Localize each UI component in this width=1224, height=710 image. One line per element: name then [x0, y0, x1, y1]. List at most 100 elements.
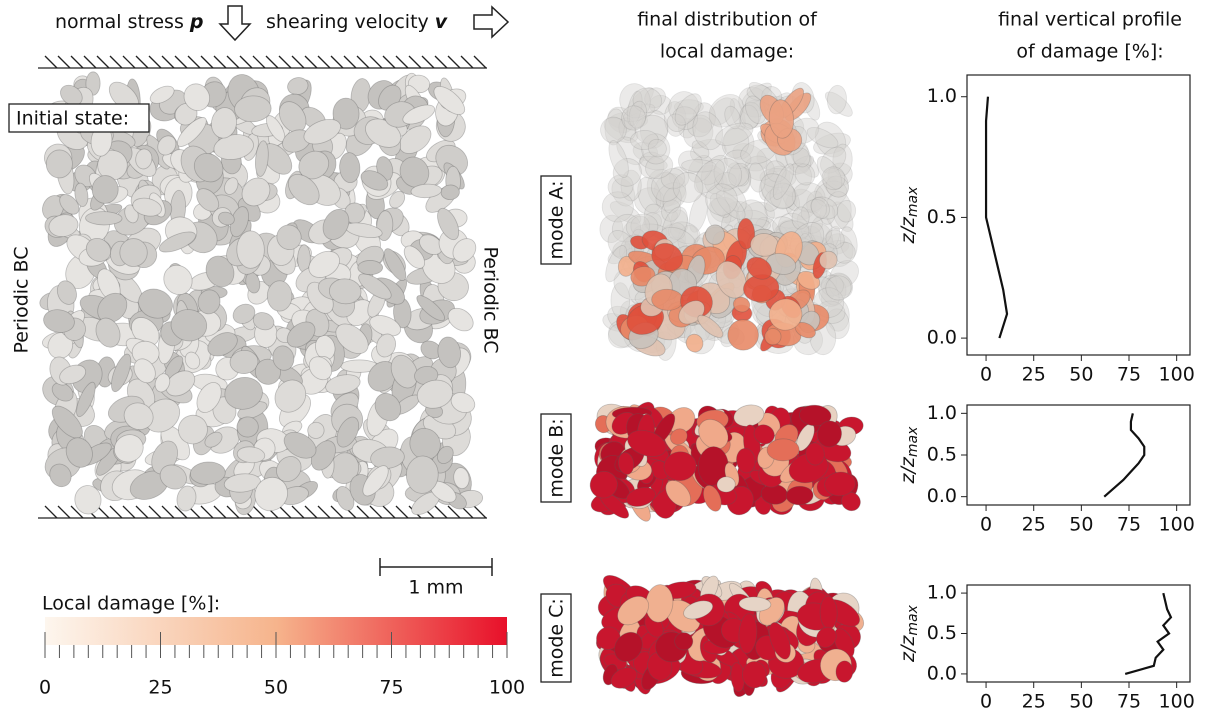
particle: [389, 190, 406, 209]
mode-panel: mode A: 0 25 50 75 100 0.0 0.5 1.0 z/zmax: [540, 74, 1195, 386]
particle: [763, 188, 782, 212]
hatch: [278, 55, 292, 69]
particle: [600, 116, 627, 144]
particle: [650, 172, 681, 202]
particle: [621, 105, 646, 131]
particle: [447, 307, 474, 332]
particle: [339, 152, 361, 184]
particle: [662, 186, 682, 214]
particle: [768, 99, 795, 139]
particle: [724, 105, 741, 130]
particle: [362, 465, 389, 497]
x-tick-label: 50: [1069, 364, 1093, 386]
particle: [689, 139, 727, 164]
particle: [841, 491, 861, 512]
particle: [667, 222, 686, 241]
particle: [839, 226, 858, 259]
initial-particles: [39, 71, 484, 516]
hatch: [369, 505, 383, 519]
particle: [818, 277, 847, 307]
hatch: [330, 55, 344, 69]
particle: [825, 275, 852, 301]
hatch: [317, 55, 331, 69]
particle: [286, 321, 316, 348]
particle: [768, 298, 803, 331]
particle: [825, 175, 849, 198]
particle: [686, 114, 713, 138]
y-axis-label-main: z/z: [897, 456, 919, 484]
particle: [399, 125, 432, 154]
particle: [836, 200, 857, 223]
particle: [817, 420, 842, 448]
hatch: [356, 505, 370, 519]
particle: [825, 191, 852, 230]
particle: [453, 467, 470, 490]
particle: [177, 414, 208, 445]
initial-state-label: Initial state:: [16, 108, 129, 130]
y-tick-label: 0.5: [927, 622, 957, 644]
particle: [60, 84, 83, 106]
scale-bar: [379, 558, 493, 576]
particle: [644, 87, 666, 109]
particle: [708, 94, 744, 128]
particle: [232, 303, 256, 324]
particle: [704, 170, 724, 195]
x-tick-label: 25: [1022, 691, 1046, 710]
mode-label-box: [540, 593, 572, 683]
particle: [789, 155, 815, 176]
particle: [721, 165, 752, 197]
particle: [763, 165, 791, 195]
particle: [641, 209, 678, 233]
particle: [727, 319, 759, 351]
particle: [815, 180, 848, 208]
hatch: [109, 55, 123, 69]
particle: [617, 595, 650, 626]
plot-frame: [966, 74, 1191, 356]
particle: [705, 224, 725, 245]
particle: [693, 158, 725, 194]
hatch: [304, 55, 318, 69]
particle: [437, 336, 461, 369]
hatch: [317, 505, 331, 519]
particle: [138, 288, 173, 319]
particle: [810, 196, 839, 220]
particle: [769, 182, 797, 210]
hatch: [213, 505, 227, 519]
particle: [452, 238, 477, 263]
hatch: [473, 55, 487, 69]
hatch: [200, 55, 214, 69]
hatch: [291, 55, 305, 69]
particle: [665, 480, 692, 507]
hatch: [109, 505, 123, 519]
scale-bar-label: 1 mm: [408, 577, 463, 599]
particle: [660, 167, 686, 190]
particle: [765, 160, 787, 183]
particle: [213, 134, 254, 160]
particle: [678, 150, 703, 174]
particle: [224, 376, 263, 410]
particle: [303, 118, 341, 145]
x-tick-label: 100: [1159, 364, 1195, 386]
particle: [651, 242, 684, 272]
hatch: [70, 505, 84, 519]
hatch: [382, 505, 396, 519]
y-tick-label: 0.0: [927, 327, 957, 349]
particle: [440, 184, 460, 201]
particle: [599, 214, 624, 243]
x-tick-label: 100: [1159, 514, 1195, 536]
particle: [113, 434, 144, 463]
particle: [648, 94, 672, 115]
particle: [196, 188, 220, 212]
particle: [325, 374, 361, 395]
y-tick-label: 1.0: [927, 85, 957, 107]
particle: [761, 179, 780, 200]
x-tick-label: 50: [1069, 691, 1093, 710]
colorbar-ticks: 0 25 50 75 100: [39, 632, 525, 699]
particle: [664, 101, 687, 137]
hatch: [252, 505, 266, 519]
hatch: [226, 505, 240, 519]
hatch: [83, 55, 97, 69]
hatch: [161, 55, 175, 69]
hatch: [252, 55, 266, 69]
mode-label: mode A:: [540, 175, 572, 265]
